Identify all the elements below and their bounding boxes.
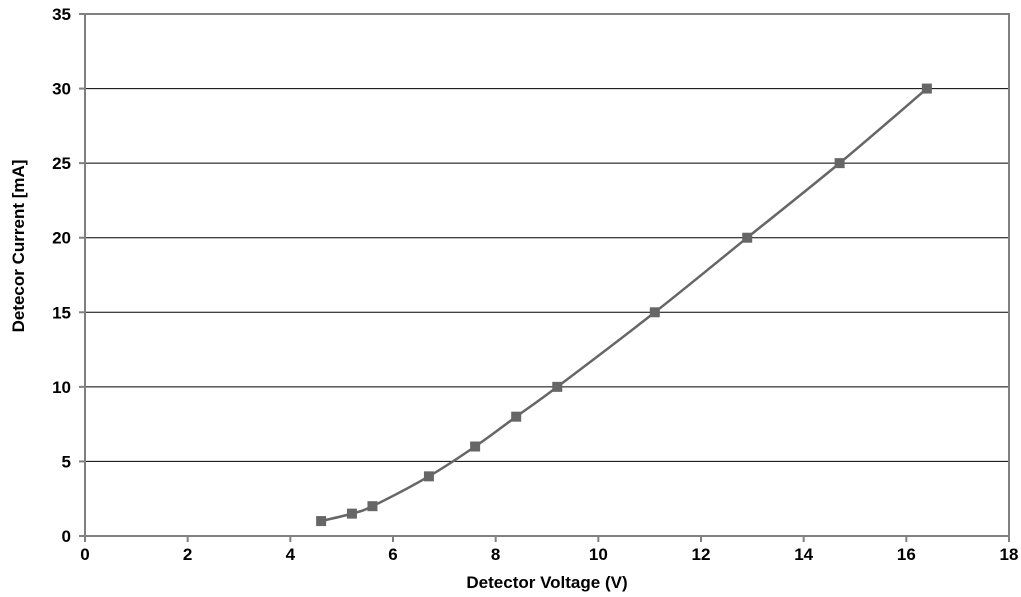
- y-axis-ticks: 0 5 10 15 20 25 30 35: [52, 5, 85, 546]
- data-point-10: [921, 83, 932, 94]
- y-tick-label: 30: [52, 80, 71, 99]
- series-line: [320, 87, 928, 523]
- x-tick-label: 4: [286, 545, 296, 564]
- data-point-8: [742, 232, 753, 243]
- x-tick-label: 2: [183, 545, 192, 564]
- x-axis-ticks: 0 2 4 6 8 10 12 14 16 18: [80, 536, 1018, 564]
- y-tick-label: 25: [52, 154, 71, 173]
- y-tick-label: 10: [52, 378, 71, 397]
- y-axis-title: Detecor Current [mA]: [9, 160, 28, 333]
- y-tick-label: 20: [52, 229, 71, 248]
- x-axis-title: Detector Voltage (V): [466, 573, 627, 592]
- x-tick-label: 16: [897, 545, 916, 564]
- data-point-0: [316, 516, 327, 527]
- data-point-7: [649, 307, 660, 318]
- gridlines: [85, 88, 1009, 462]
- data-point-9: [834, 158, 845, 169]
- y-tick-label: 15: [52, 303, 71, 322]
- x-tick-label: 14: [794, 545, 813, 564]
- plot-area-border: [84, 13, 1010, 537]
- x-tick-label: 6: [388, 545, 397, 564]
- x-tick-label: 18: [1000, 545, 1019, 564]
- x-tick-label: 0: [80, 545, 89, 564]
- data-point-6: [552, 381, 563, 392]
- y-tick-label: 35: [52, 5, 71, 24]
- x-tick-label: 12: [692, 545, 711, 564]
- x-tick-label: 8: [491, 545, 500, 564]
- y-tick-label: 0: [62, 527, 71, 546]
- data-point-5: [511, 411, 522, 422]
- data-point-2: [367, 501, 378, 512]
- series: [316, 83, 932, 527]
- data-point-1: [346, 508, 357, 519]
- data-point-4: [470, 441, 481, 452]
- y-tick-label: 5: [62, 452, 71, 471]
- x-tick-label: 10: [589, 545, 608, 564]
- data-point-3: [423, 471, 434, 482]
